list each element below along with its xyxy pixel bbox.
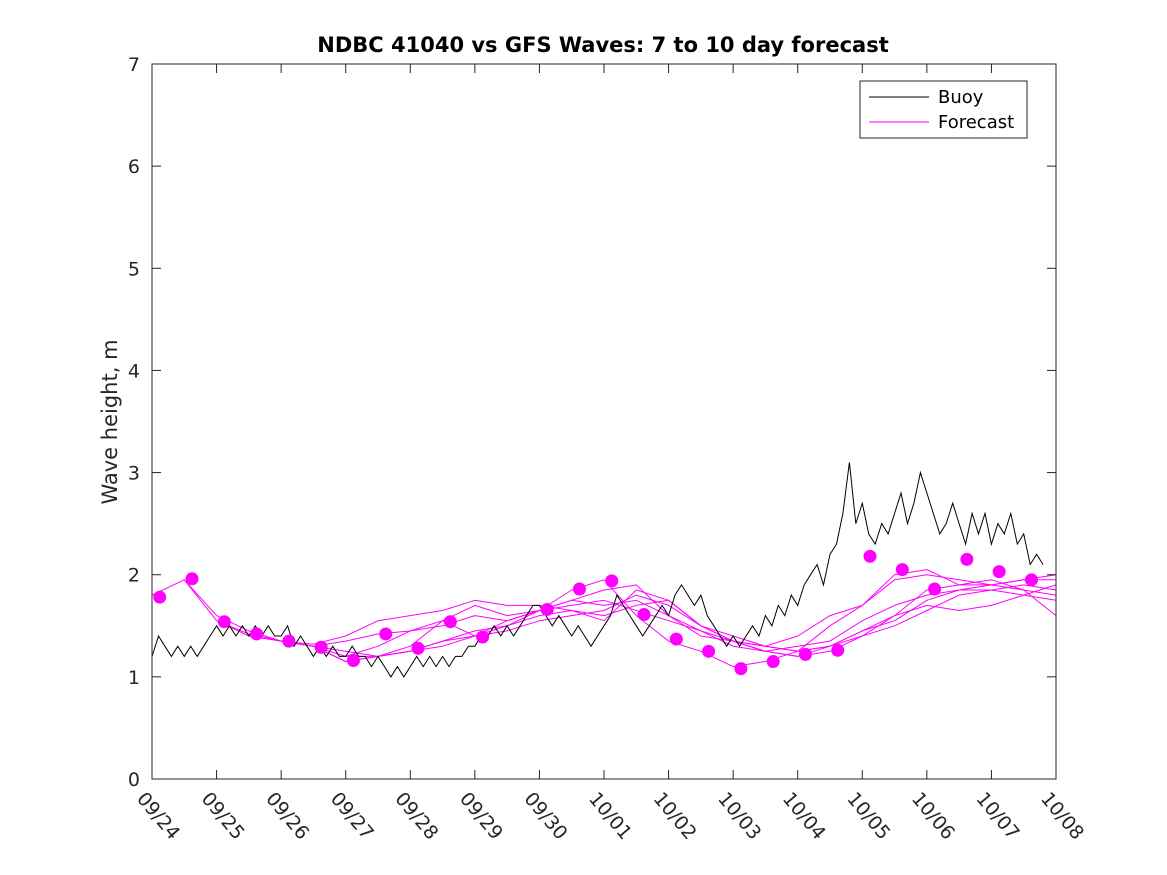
plot-area [152, 64, 1056, 779]
forecast-markers-group [153, 549, 1038, 676]
forecast-marker [540, 602, 554, 616]
forecast-marker [153, 590, 167, 604]
forecast-marker [443, 615, 457, 629]
forecast-marker [346, 654, 360, 668]
forecast-marker [895, 563, 909, 577]
y-tick-label: 1 [128, 667, 140, 689]
y-tick-label: 7 [128, 54, 140, 76]
forecast-marker [863, 549, 877, 563]
forecast-marker [637, 608, 651, 622]
forecast-marker [798, 647, 812, 661]
forecast-marker [1024, 573, 1038, 587]
forecast-marker [992, 565, 1006, 579]
forecast-marker [831, 643, 845, 657]
chart-title: NDBC 41040 vs GFS Waves: 7 to 10 day for… [317, 33, 888, 57]
legend: Buoy Forecast [859, 80, 1028, 139]
legend-buoy-label: Buoy [938, 87, 984, 108]
forecast-marker [702, 644, 716, 658]
forecast-marker [960, 552, 974, 566]
y-axis-label: Wave height, m [98, 339, 122, 504]
y-tick-label: 2 [128, 565, 140, 587]
legend-forecast-label: Forecast [938, 112, 1014, 133]
forecast-marker [314, 640, 328, 654]
y-tick-label: 0 [128, 769, 140, 791]
forecast-marker [476, 630, 490, 644]
y-tick-label: 6 [128, 156, 140, 178]
forecast-marker [669, 632, 683, 646]
forecast-marker [217, 615, 231, 629]
forecast-marker [572, 582, 586, 596]
y-axis: 0 1 2 3 4 5 6 7 [128, 54, 1056, 791]
y-tick-label: 4 [128, 360, 140, 382]
y-tick-label: 5 [128, 258, 140, 280]
forecast-marker [411, 641, 425, 655]
legend-box [859, 80, 1028, 139]
buoy-series-group [151, 462, 1044, 678]
forecast-line-5 [313, 584, 1057, 662]
forecast-marker [282, 634, 296, 648]
forecast-marker [928, 582, 942, 596]
y-tick-label: 3 [128, 463, 140, 485]
forecast-marker [766, 655, 780, 669]
forecast-marker [185, 572, 199, 586]
forecast-marker [605, 574, 619, 588]
forecast-marker [250, 627, 264, 641]
forecast-marker [379, 627, 393, 641]
forecast-line-3 [248, 579, 1056, 652]
forecast-marker [734, 662, 748, 676]
buoy-line [151, 462, 1044, 678]
